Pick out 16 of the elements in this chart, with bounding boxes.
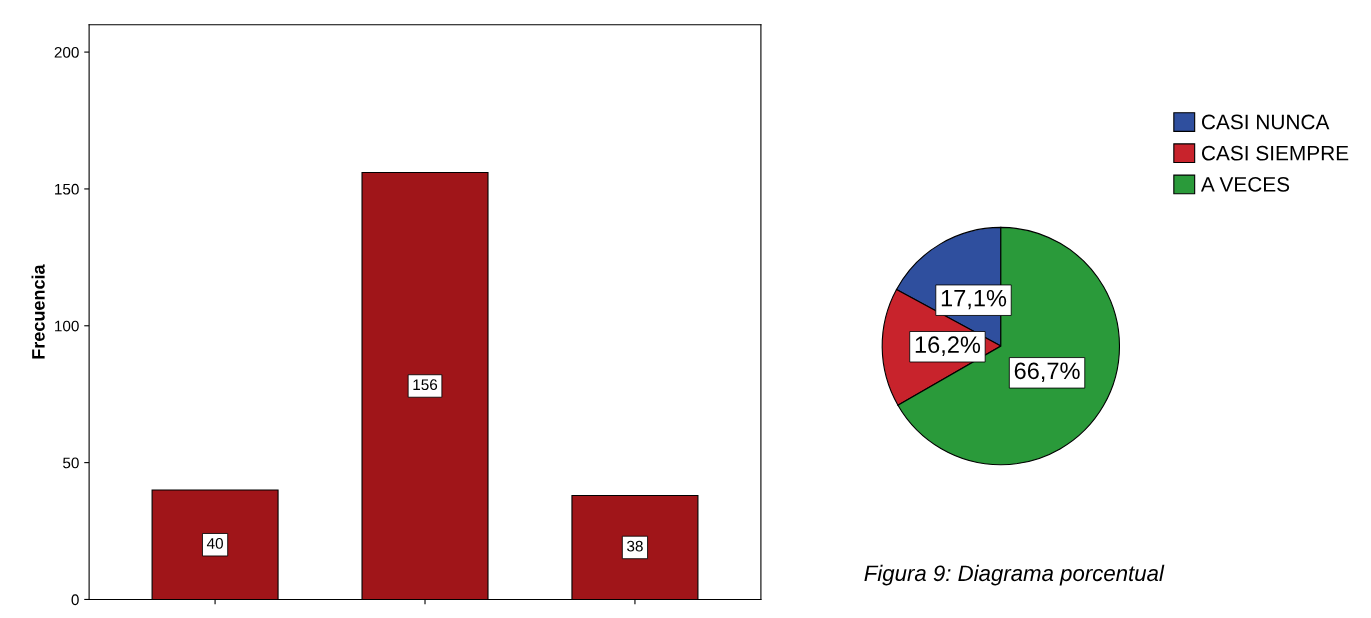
text: Figura 9: Diagrama porcentual (864, 564, 1165, 586)
y-axis-title: Frecuencia (31, 264, 45, 359)
data-label: 156 (413, 379, 438, 391)
legend-label: CASI SIEMPRE (1201, 145, 1349, 161)
y-tick-label: 200 (54, 46, 79, 58)
data-label: 17,1% (941, 289, 1007, 310)
y-tick-label: 50 (63, 457, 79, 469)
data-label: 40 (206, 538, 223, 549)
y-tick-label: 100 (55, 320, 79, 332)
y-tick-label: 150 (55, 183, 79, 195)
legend-label: A VECES (1200, 176, 1290, 192)
data-label: 16,2% (915, 336, 981, 356)
y-tick-label: 0 (71, 594, 79, 606)
legend-label: CASI NUNCA (1201, 114, 1330, 130)
data-label: 66,7% (1014, 362, 1080, 382)
data-label: 38 (627, 540, 643, 552)
